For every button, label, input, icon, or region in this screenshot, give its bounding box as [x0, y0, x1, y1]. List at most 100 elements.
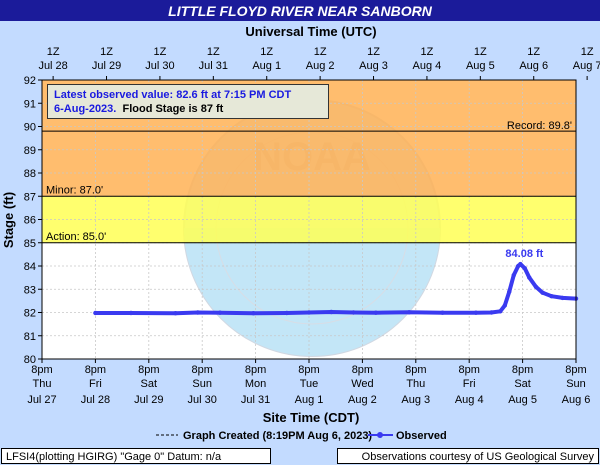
top-tick-hour: 1Z — [207, 46, 220, 58]
observed-point — [560, 295, 565, 301]
top-tick-date: Aug 3 — [359, 60, 388, 72]
flood-stage-text: Flood Stage is 87 ft — [122, 103, 224, 115]
y-tick-label: 84 — [24, 261, 36, 273]
bottom-tick-time: 8pm — [245, 364, 266, 376]
y-tick-label: 82 — [24, 308, 36, 320]
top-tick-hour: 1Z — [367, 46, 380, 58]
top-tick-hour: 1Z — [100, 46, 113, 58]
observed-point — [489, 310, 494, 315]
y-tick-label: 86 — [24, 215, 36, 227]
observed-point — [511, 273, 516, 278]
observed-line — [93, 262, 578, 316]
bottom-axis-title: Site Time (CDT) — [263, 410, 360, 425]
bottom-tick-day: Fri — [463, 378, 476, 390]
top-tick-date: Aug 4 — [413, 60, 442, 72]
observed-point — [498, 309, 503, 314]
observed-point — [549, 294, 554, 299]
observed-point — [195, 310, 200, 315]
top-axis-title: Universal Time (UTC) — [245, 24, 376, 39]
observed-point — [507, 289, 512, 294]
legend-observed-marker — [377, 432, 383, 438]
observed-point — [406, 310, 412, 315]
observed-point — [284, 310, 289, 316]
top-ticks: 1Z Jul 28 1Z Jul 29 1Z Jul 30 1Z Jul 31 1Z Aug 1 1… — [38, 46, 600, 80]
bottom-tick-date: Aug 4 — [455, 394, 484, 406]
top-tick-hour: 1Z — [47, 46, 60, 58]
latest-observation-box: Latest observed value: 82.6 ft at 7:15 P… — [47, 84, 329, 119]
bottom-tick-time: 8pm — [405, 364, 426, 376]
bottom-tick-date: Aug 5 — [508, 394, 537, 406]
observed-point — [540, 290, 545, 295]
bottom-tick-date: Jul 28 — [81, 394, 110, 406]
bottom-tick-day: Fri — [89, 378, 102, 390]
bottom-tick-date: Jul 31 — [241, 394, 270, 406]
top-tick-date: Jul 30 — [145, 60, 174, 72]
threshold-label-1: Minor: 87.0' — [46, 184, 103, 196]
bottom-tick-day: Sun — [566, 378, 586, 390]
bottom-tick-day: Thu — [406, 378, 425, 390]
legend-created-label: Graph Created (8:19PM Aug 6, 2023) — [183, 430, 372, 442]
bottom-tick-time: 8pm — [191, 364, 212, 376]
bottom-tick-day: Tue — [300, 378, 319, 390]
observed-series: 84.08 ft — [93, 248, 579, 316]
y-ticks: 80 81 82 83 84 85 86 87 88 89 90 91 92 — [24, 75, 42, 366]
bottom-tick-time: 8pm — [31, 364, 52, 376]
top-tick-hour: 1Z — [421, 46, 434, 58]
y-axis-label: Stage (ft) — [1, 192, 16, 248]
observed-point — [251, 311, 256, 316]
observed-point — [173, 311, 178, 316]
threshold-label-2: Action: 85.0' — [46, 231, 106, 243]
bottom-tick-time: 8pm — [458, 364, 479, 376]
bottom-tick-time: 8pm — [565, 364, 586, 376]
top-tick-hour: 1Z — [314, 46, 327, 58]
observed-point — [329, 309, 334, 315]
top-tick-date: Aug 2 — [306, 60, 335, 72]
top-tick-hour: 1Z — [474, 46, 487, 58]
bottom-tick-time: 8pm — [138, 364, 159, 376]
top-tick-date: Aug 6 — [519, 60, 548, 72]
y-tick-label: 81 — [24, 331, 36, 343]
observed-point — [128, 310, 134, 316]
bottom-tick-time: 8pm — [298, 364, 319, 376]
bottom-tick-day: Sun — [192, 378, 212, 390]
bottom-tick-day: Thu — [33, 378, 52, 390]
peak-label: 84.08 ft — [505, 248, 543, 260]
observation-date: 6-Aug-2023. — [54, 103, 117, 115]
bottom-tick-day: Mon — [245, 378, 266, 390]
observed-point — [533, 284, 539, 290]
y-tick-label: 89 — [24, 145, 36, 157]
y-tick-label: 85 — [24, 238, 36, 250]
top-tick-date: Jul 31 — [199, 60, 228, 72]
flood-stage-line: 6-Aug-2023. Flood Stage is 87 ft — [54, 102, 322, 116]
top-tick-hour: 1Z — [581, 46, 594, 58]
legend: Graph Created (8:19PM Aug 6, 2023) Obser… — [156, 430, 447, 442]
bottom-tick-date: Jul 27 — [27, 394, 56, 406]
bottom-tick-date: Aug 1 — [295, 394, 324, 406]
observed-point — [217, 310, 223, 315]
bottom-tick-date: Jul 30 — [188, 394, 217, 406]
y-tick-label: 83 — [24, 284, 36, 296]
chart-title: LITTLE FLOYD RIVER NEAR SANBORN — [168, 3, 433, 19]
top-tick-date: Aug 7 — [573, 60, 600, 72]
observed-point — [351, 310, 356, 315]
bottom-tick-date: Aug 3 — [401, 394, 430, 406]
bottom-tick-date: Jul 29 — [134, 394, 163, 406]
bottom-ticks: 8pm Thu Jul 27 8pm Fri Jul 28 8pm Sat Jul 29 8pm S… — [27, 359, 590, 406]
bottom-tick-date: Aug 2 — [348, 394, 377, 406]
top-tick-date: Aug 5 — [466, 60, 495, 72]
bottom-tick-date: Aug 6 — [562, 394, 591, 406]
top-tick-date: Jul 28 — [38, 60, 67, 72]
footer-source: Observations courtesy of US Geological S… — [337, 448, 599, 464]
observed-point — [306, 310, 312, 315]
y-tick-label: 88 — [24, 168, 36, 180]
y-tick-label: 92 — [24, 75, 36, 87]
latest-value-text: Latest observed value: 82.6 ft at 7:15 P… — [54, 89, 292, 101]
observed-point — [473, 310, 479, 315]
top-tick-hour: 1Z — [260, 46, 273, 58]
observed-point — [373, 310, 378, 315]
observed-point — [93, 310, 98, 316]
observed-point — [527, 275, 532, 280]
bottom-tick-time: 8pm — [85, 364, 106, 376]
